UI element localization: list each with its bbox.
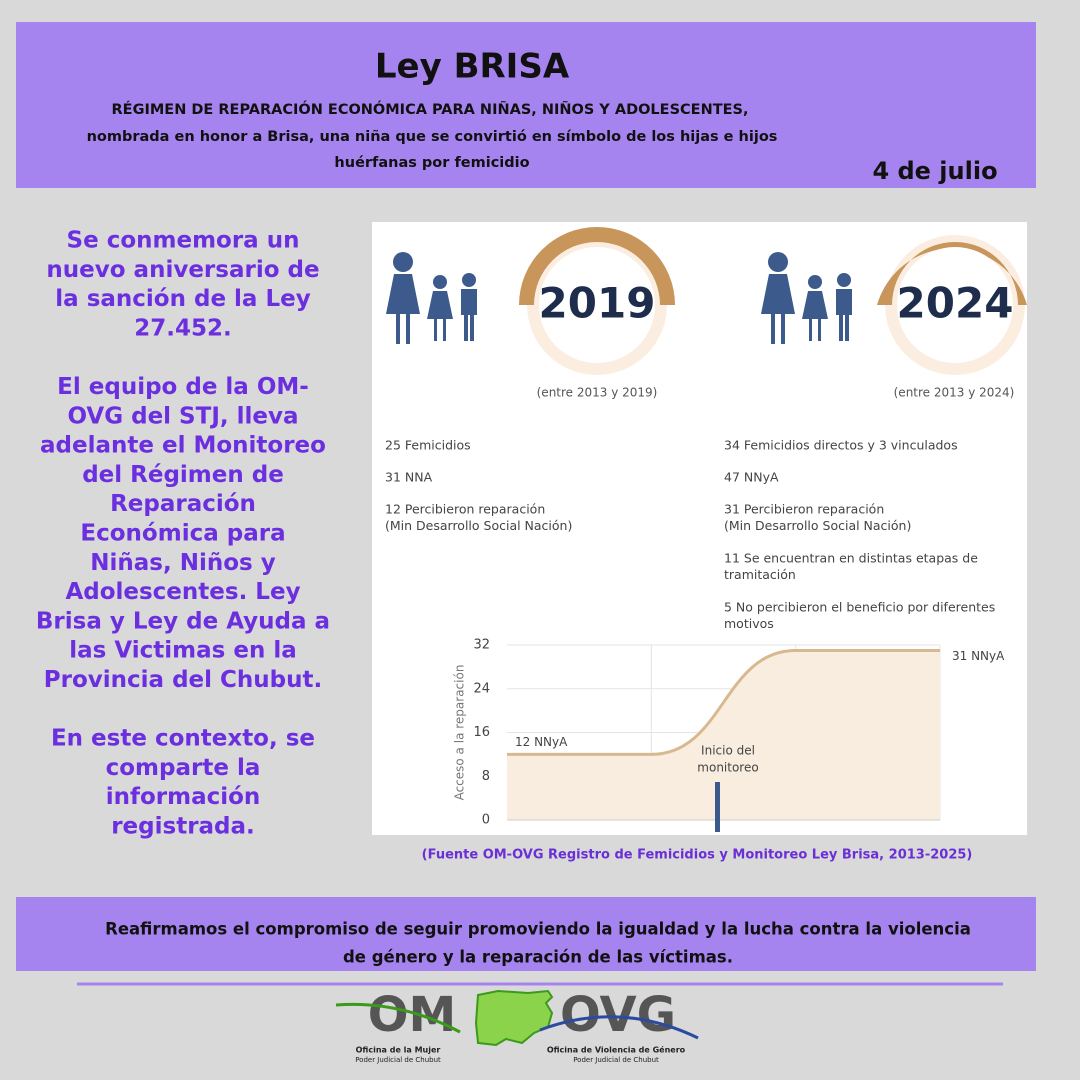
intro-text: Reparación — [110, 491, 256, 517]
intro-text: la sanción de la Ley — [55, 286, 310, 312]
logo-caption: Oficina de Violencia de Género — [547, 1045, 686, 1055]
subtitle: nombrada en honor a Brisa, una niña que … — [87, 129, 778, 145]
stat-item: (Min Desarrollo Social Nación) — [385, 518, 572, 533]
stat-item: tramitación — [724, 567, 796, 582]
family-icon — [386, 252, 477, 344]
stat-item: motivos — [724, 616, 774, 631]
value-label: 12 NNyA — [515, 735, 568, 749]
intro-text: Provincia del Chubut. — [44, 667, 322, 693]
intro-text: registrada. — [111, 814, 255, 840]
logo-caption: Oficina de la Mujer — [356, 1046, 441, 1055]
intro-text: las Victimas en la — [69, 638, 296, 664]
logo: OM OVG Oficina de la Mujer Poder Judicia… — [335, 987, 699, 1064]
logo-caption: Poder Judicial de Chubut — [355, 1056, 441, 1064]
footer-banner — [16, 897, 1036, 971]
intro-text: nuevo aniversario de — [46, 257, 319, 283]
year-range: (entre 2013 y 2024) — [894, 386, 1015, 400]
panels: 2019 (entre 2013 y 2019) 25 Femicidios 31 N… — [385, 279, 1014, 632]
intro: Se conmemora un nuevo aniversario de la sa… — [36, 228, 330, 840]
logo-caption: Poder Judicial de Chubut — [573, 1056, 659, 1064]
intro-text: El equipo de la OM- — [57, 374, 309, 400]
y-tick-label: 0 — [482, 813, 490, 828]
intro-text: OVG del STJ, lleva — [67, 403, 298, 429]
line — [506, 648, 941, 756]
year-range: (entre 2013 y 2019) — [537, 386, 658, 400]
footer-text: Reafirmamos el compromiso de seguir prom… — [105, 920, 971, 939]
stat-item: 31 Percibieron reparación — [724, 502, 884, 517]
year-badge — [877, 235, 1027, 375]
intro-text: adelante el Monitoreo — [40, 433, 326, 459]
title: Ley BRISA — [375, 47, 570, 87]
year: 2019 — [539, 279, 656, 328]
stat-item: 34 Femicidios directos y 3 vinculados — [724, 438, 958, 453]
intro-text: Brisa y Ley de Ayuda a — [36, 608, 330, 634]
source: (Fuente OM-OVG Registro de Femicidios y … — [422, 848, 973, 863]
annotation: monitoreo — [697, 761, 758, 775]
subtitle: huérfanas por femicidio — [334, 155, 529, 171]
intro-text: comparte la — [106, 755, 261, 781]
intro-text: Económica para — [80, 521, 285, 547]
intro-text: Adolescentes. Ley — [65, 579, 300, 605]
footer-text: de género y la reparación de las víctima… — [343, 948, 733, 967]
stat-item: 25 Femicidios — [385, 438, 471, 453]
chart: 0 8 16 24 32 Acceso a la reparación 12 NNyA 31 … — [453, 638, 1005, 832]
value-label: 31 NNyA — [952, 649, 1005, 663]
swoosh — [335, 1002, 461, 1034]
y-tick-label: 24 — [473, 681, 490, 696]
intro-text: Niñas, Niños y — [90, 550, 275, 576]
y-tick-label: 32 — [473, 638, 490, 653]
intro-text: 27.452. — [134, 315, 232, 341]
area — [507, 650, 940, 820]
y-tick-label: 8 — [482, 769, 490, 784]
subtitle: RÉGIMEN DE REPARACIÓN ECONÓMICA PARA NIÑ… — [112, 100, 749, 118]
stat-item: 31 NNA — [385, 470, 433, 485]
year: 2024 — [897, 279, 1014, 328]
intro-text: Se conmemora un — [67, 228, 300, 254]
logo-left: OM — [368, 987, 457, 1043]
date: 4 de julio — [872, 157, 997, 185]
year-badge — [519, 227, 675, 375]
stat-item: 47 NNyA — [724, 470, 779, 485]
annotation: Inicio del — [701, 744, 755, 758]
y-tick-label: 16 — [473, 725, 490, 740]
stat-item: 12 Percibieron reparación — [385, 502, 545, 517]
header-banner — [16, 22, 1036, 188]
stat-item: 5 No percibieron el beneficio por difere… — [724, 600, 995, 615]
swoosh — [539, 1015, 699, 1040]
stat-item: (Min Desarrollo Social Nación) — [724, 518, 911, 533]
stat-item: 11 Se encuentran en distintas etapas de — [724, 551, 978, 566]
y-axis-label: Acceso a la reparación — [453, 665, 467, 801]
logo-right: OVG — [560, 987, 676, 1043]
intro-text: del Régimen de — [82, 462, 284, 488]
intro-text: En este contexto, se — [51, 726, 315, 752]
family-icon — [761, 252, 852, 344]
intro-text: información — [106, 784, 261, 810]
marker — [715, 782, 720, 832]
